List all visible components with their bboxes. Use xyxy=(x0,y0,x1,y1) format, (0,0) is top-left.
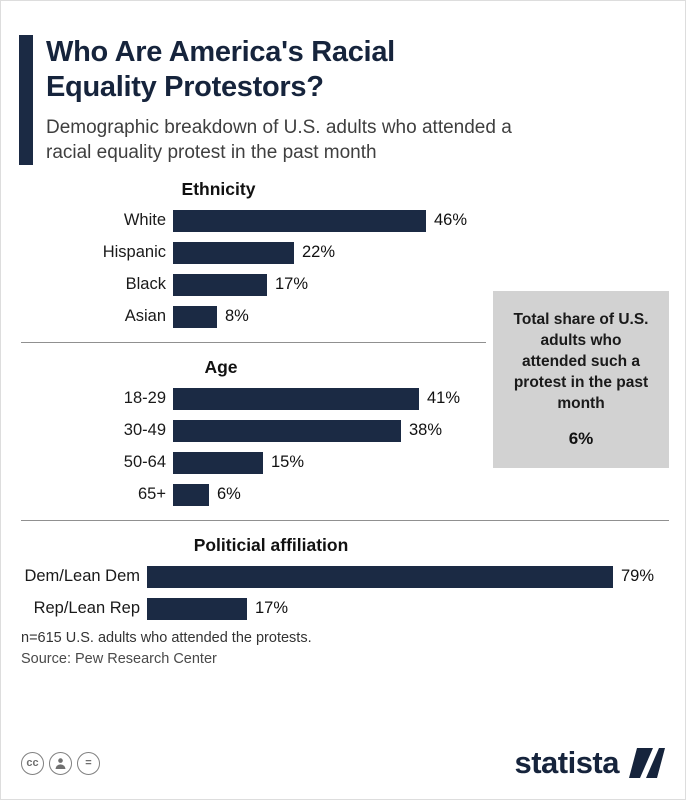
category-label: 18-29 xyxy=(123,389,166,408)
callout-text: Total share of U.S. adults who attended … xyxy=(513,311,649,412)
bar xyxy=(173,387,419,410)
bar-row: Dem/Lean Dem 79% xyxy=(21,565,669,588)
category-label: White xyxy=(123,211,166,230)
license-icons: cc = xyxy=(21,751,100,775)
bar xyxy=(173,273,267,296)
chart-section-age: Age 18-29 41% 30-49 38% 50-64 15% 65+ 6% xyxy=(21,357,669,506)
value-label: 8% xyxy=(225,307,249,326)
bar-row: Hispanic 22% xyxy=(21,241,669,264)
bar-row: 30-49 38% xyxy=(21,419,669,442)
title-accent-bar xyxy=(19,35,33,165)
bar-rows: Dem/Lean Dem 79% Rep/Lean Rep 17% xyxy=(21,565,669,620)
bar xyxy=(173,241,294,264)
statista-logo-text: statista xyxy=(514,745,619,780)
bar-row: 18-29 41% xyxy=(21,387,669,410)
category-label: 65+ xyxy=(138,485,166,504)
value-label: 41% xyxy=(427,389,461,408)
bar-rows: White 46% Hispanic 22% Black 17% Asian 8% xyxy=(21,209,669,328)
bar-row: Asian 8% xyxy=(21,305,669,328)
bar xyxy=(173,209,426,232)
section-title: Age xyxy=(204,356,238,377)
value-label: 79% xyxy=(621,567,655,586)
bar-rows: 18-29 41% 30-49 38% 50-64 15% 65+ 6% xyxy=(21,387,669,506)
bar-row: Rep/Lean Rep 17% xyxy=(21,597,669,620)
callout-value: 6% xyxy=(568,428,594,448)
value-label: 46% xyxy=(434,211,468,230)
value-label: 6% xyxy=(217,485,241,504)
section-title: Ethnicity xyxy=(181,178,256,199)
category-label: Black xyxy=(125,275,166,294)
statista-logo-icon xyxy=(629,748,665,778)
category-label: Asian xyxy=(124,307,166,326)
header: Who Are America's Racial Equality Protes… xyxy=(19,35,665,165)
bar-row: White 46% xyxy=(21,209,669,232)
source-credit: Source: Pew Research Center xyxy=(21,650,217,667)
footer: n=615 U.S. adults who attended the prote… xyxy=(21,630,685,667)
chart-section-ethnicity: Ethnicity White 46% Hispanic 22% Black 17% Asi… xyxy=(21,179,669,328)
category-label: 50-64 xyxy=(123,453,166,472)
callout-box: Total share of U.S. adults who attended … xyxy=(493,291,669,468)
subtitle: Demographic breakdown of U.S. adults who… xyxy=(46,116,512,163)
value-label: 17% xyxy=(275,275,309,294)
category-label: Hispanic xyxy=(102,243,166,262)
statista-logo: statista xyxy=(514,745,665,781)
chart-section-political: Politicial affiliation Dem/Lean Dem 79% Re… xyxy=(21,535,669,620)
bar xyxy=(147,565,613,588)
bottom-row: cc = statista xyxy=(21,745,665,781)
section-divider xyxy=(21,341,486,343)
bar xyxy=(173,483,209,506)
section-divider xyxy=(21,519,669,521)
cc-attribution-person-icon xyxy=(49,751,72,775)
bar xyxy=(147,597,247,620)
bar-row: 50-64 15% xyxy=(21,451,669,474)
section-title: Politicial affiliation xyxy=(193,534,349,555)
value-label: 38% xyxy=(409,421,443,440)
value-label: 17% xyxy=(255,599,289,618)
charts-area: Ethnicity White 46% Hispanic 22% Black 17% Asi… xyxy=(21,179,669,620)
category-label: Rep/Lean Rep xyxy=(33,599,140,618)
bar-row: 65+ 6% xyxy=(21,483,669,506)
cc-license-icon: cc xyxy=(21,751,44,775)
value-label: 22% xyxy=(302,243,336,262)
bar xyxy=(173,451,263,474)
value-label: 15% xyxy=(271,453,305,472)
bar xyxy=(173,419,401,442)
footnote: n=615 U.S. adults who attended the prote… xyxy=(21,629,312,646)
cc-equals-icon: = xyxy=(77,751,100,775)
header-text: Who Are America's Racial Equality Protes… xyxy=(46,35,526,165)
bar-row: Black 17% xyxy=(21,273,669,296)
bar xyxy=(173,305,217,328)
category-label: 30-49 xyxy=(123,421,166,440)
page-title: Who Are America's Racial Equality Protes… xyxy=(46,36,395,103)
category-label: Dem/Lean Dem xyxy=(24,567,140,586)
